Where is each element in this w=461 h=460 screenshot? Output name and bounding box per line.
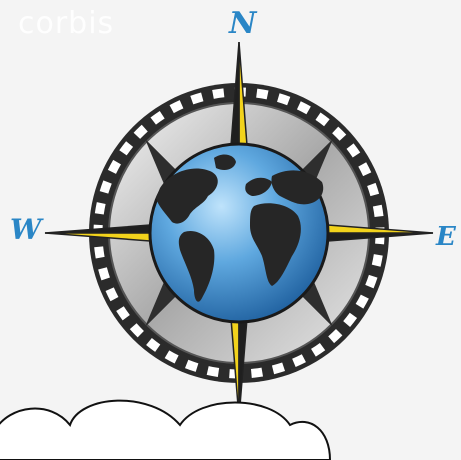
cloud-outline — [0, 399, 332, 460]
west-label: W — [10, 213, 42, 246]
watermark-text: corbis — [18, 6, 115, 41]
continents — [156, 154, 324, 302]
globe — [148, 142, 330, 324]
north-label: N — [229, 6, 257, 41]
east-label: E — [436, 222, 456, 252]
